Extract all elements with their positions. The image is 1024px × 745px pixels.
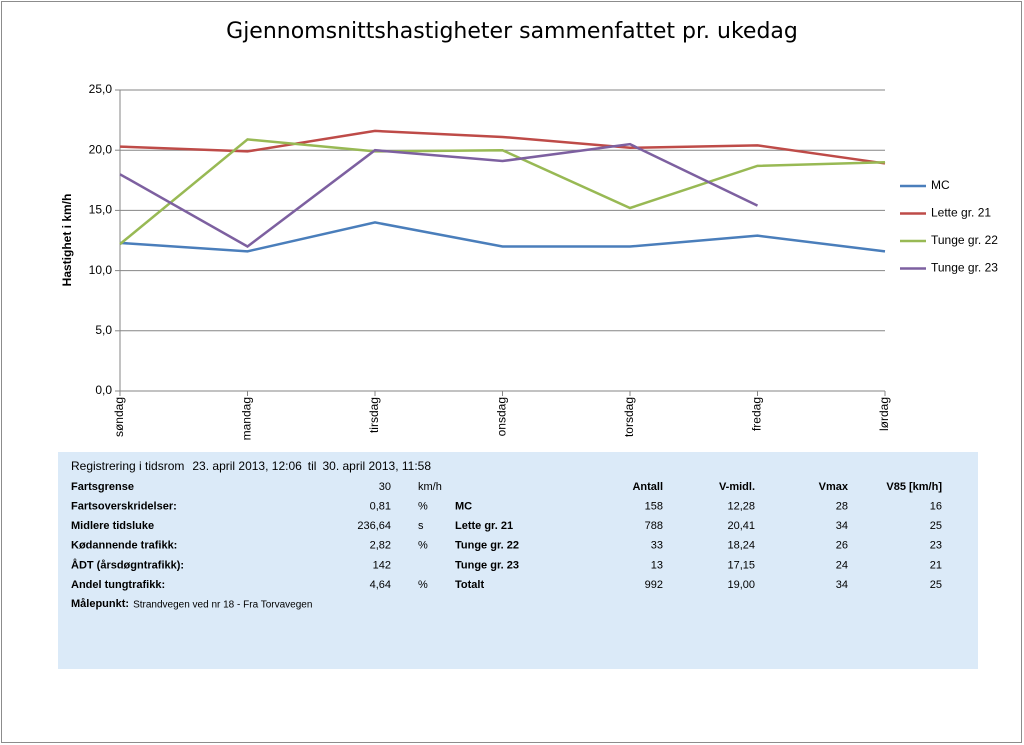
measure-label: Målepunkt: xyxy=(71,598,129,610)
info-label: Fartsgrense xyxy=(71,481,134,493)
table-row-name: Tunge gr. 23 xyxy=(455,559,519,571)
table-cell: 24 xyxy=(836,559,848,571)
info-to-word: til xyxy=(308,459,317,473)
x-tick-label: mandag xyxy=(240,397,254,440)
series-line xyxy=(119,129,886,165)
table-cell: 34 xyxy=(836,579,848,591)
info-value: 0,81 xyxy=(370,501,391,513)
table-cell: 13 xyxy=(651,559,663,571)
info-from: 23. april 2013, 12:06 xyxy=(192,459,302,473)
table-cell: 17,15 xyxy=(727,559,755,571)
table-cell: 16 xyxy=(930,501,942,513)
info-unit: % xyxy=(418,579,428,591)
y-tick-label: 0,0 xyxy=(95,383,112,397)
table-cell: 18,24 xyxy=(727,540,755,552)
y-tick-label: 15,0 xyxy=(89,203,113,217)
info-value: 236,64 xyxy=(357,520,391,532)
info-value: 4,64 xyxy=(370,579,391,591)
info-to: 30. april 2013, 11:58 xyxy=(322,459,431,473)
y-tick-label: 10,0 xyxy=(89,263,113,277)
info-value: 142 xyxy=(373,559,391,571)
chart-title: Gjennomsnittshastigheter sammenfattet pr… xyxy=(226,19,798,44)
legend-label: Lette gr. 21 xyxy=(931,206,991,220)
table-cell: 12,28 xyxy=(727,501,755,513)
table-row-name: Tunge gr. 22 xyxy=(455,540,519,552)
table-cell: 19,00 xyxy=(727,579,755,591)
table-cell: 28 xyxy=(836,501,848,513)
info-unit: % xyxy=(418,540,428,552)
table-cell: 21 xyxy=(930,559,942,571)
table-cell: 788 xyxy=(645,520,663,532)
legend-label: Tunge gr. 23 xyxy=(931,261,998,275)
info-heading: Registrering i tidsrom xyxy=(71,459,184,473)
y-axis-title: Hastighet i km/h xyxy=(60,194,74,287)
table-cell: 158 xyxy=(645,501,663,513)
info-label: Midlere tidsluke xyxy=(71,520,154,532)
table-cell: 992 xyxy=(645,579,663,591)
series-line xyxy=(119,142,759,249)
x-tick-label: lørdag xyxy=(877,397,891,431)
table-row-name: MC xyxy=(455,501,472,513)
info-unit: s xyxy=(418,520,424,532)
info-value: 30 xyxy=(379,481,391,493)
info-label: ÅDT (årsdøgntrafikk): xyxy=(71,558,184,571)
x-tick-label: torsdag xyxy=(622,397,636,437)
x-tick-label: søndag xyxy=(112,397,126,437)
x-tick-label: fredag xyxy=(750,397,764,431)
info-label: Fartsoverskridelser: xyxy=(71,501,177,513)
y-tick-label: 20,0 xyxy=(89,142,113,156)
table-cell: 33 xyxy=(651,540,663,552)
table-header: V85 [km/h] xyxy=(886,481,942,493)
info-unit: % xyxy=(418,501,428,513)
y-tick-label: 5,0 xyxy=(95,323,112,337)
measure-point: Strandvegen ved nr 18 - Fra Torvavegen xyxy=(133,600,312,611)
info-unit: km/h xyxy=(418,481,442,493)
table-header: Vmax xyxy=(819,481,849,493)
series-line xyxy=(119,138,886,246)
table-header: Antall xyxy=(632,481,663,493)
table-cell: 23 xyxy=(930,540,942,552)
table-cell: 34 xyxy=(836,520,848,532)
info-panel xyxy=(58,452,978,669)
series-line xyxy=(119,221,886,253)
info-value: 2,82 xyxy=(370,540,391,552)
info-label: Andel tungtrafikk: xyxy=(71,579,165,591)
table-row-name: Lette gr. 21 xyxy=(455,520,513,532)
table-cell: 26 xyxy=(836,540,848,552)
y-tick-label: 25,0 xyxy=(89,82,113,96)
table-cell: 25 xyxy=(930,579,942,591)
table-cell: 25 xyxy=(930,520,942,532)
legend-label: MC xyxy=(931,178,950,192)
table-cell: 20,41 xyxy=(727,520,755,532)
x-tick-label: onsdag xyxy=(495,397,509,436)
info-label: Kødannende trafikk: xyxy=(71,540,177,552)
table-header: V-midl. xyxy=(719,481,755,493)
x-tick-label: tirsdag xyxy=(367,397,381,433)
legend-label: Tunge gr. 22 xyxy=(931,233,998,247)
table-row-name: Totalt xyxy=(455,579,484,591)
